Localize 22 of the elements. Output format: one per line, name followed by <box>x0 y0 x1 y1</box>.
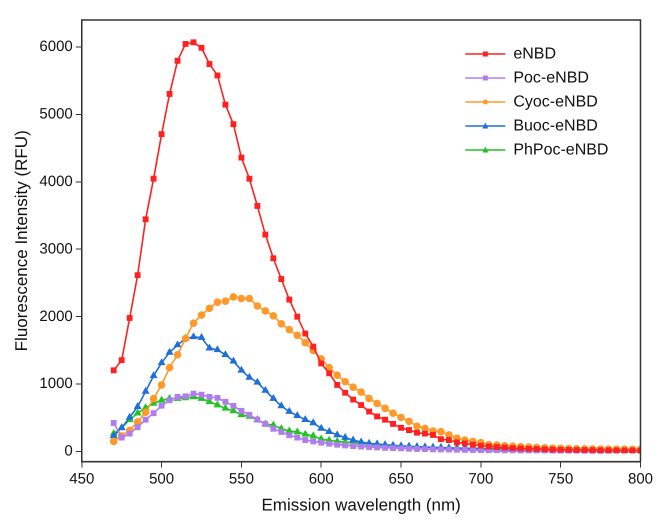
y-tick-label: 6000 <box>39 38 73 56</box>
x-tick-label: 550 <box>228 470 254 488</box>
legend-label: eNBD <box>513 45 556 62</box>
x-tick-label: 600 <box>308 470 334 488</box>
x-tick-label: 450 <box>69 470 94 488</box>
x-tick-label: 650 <box>388 470 414 488</box>
y-tick-label: 0 <box>64 442 73 460</box>
x-tick-label: 500 <box>149 470 174 488</box>
y-axis-title: Fluorescence Intensity (RFU) <box>12 130 31 352</box>
legend-label: PhPoc-eNBD <box>513 141 608 158</box>
x-axis-title: Emission wavelength (nm) <box>261 495 461 514</box>
y-tick-label: 3000 <box>39 240 73 258</box>
x-tick-label: 800 <box>628 470 653 488</box>
legend-label: Poc-eNBD <box>513 69 589 86</box>
y-tick-label: 4000 <box>39 172 73 190</box>
x-tick-label: 700 <box>468 470 494 488</box>
legend-label: Buoc-eNBD <box>513 117 598 134</box>
legend-label: Cyoc-eNBD <box>513 93 598 110</box>
x-tick-label: 750 <box>548 470 574 488</box>
y-tick-label: 1000 <box>39 375 73 392</box>
y-tick-label: 2000 <box>39 308 73 325</box>
y-tick-label: 5000 <box>39 106 73 123</box>
